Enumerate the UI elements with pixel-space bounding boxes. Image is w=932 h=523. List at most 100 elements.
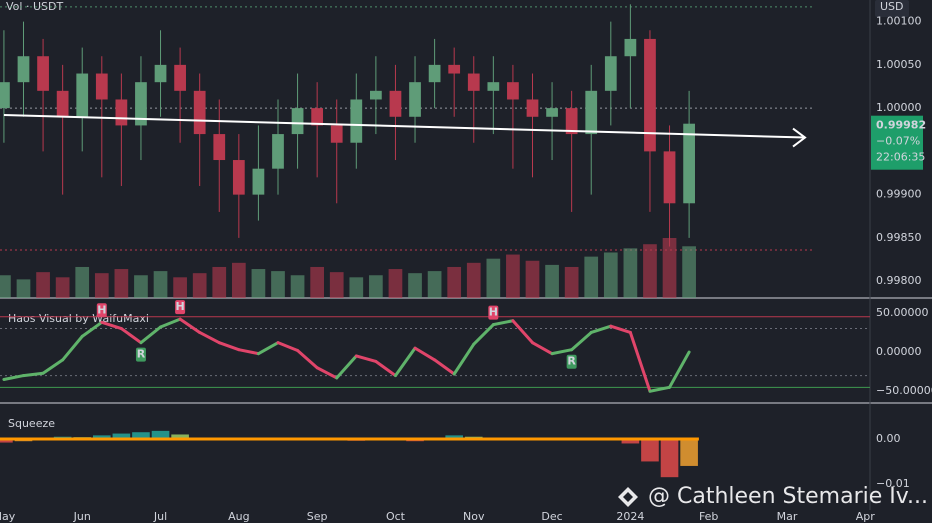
signal-badge — [488, 305, 499, 320]
x-tick-label: Aug — [228, 510, 249, 523]
oscillator-segment — [511, 319, 534, 345]
volume-bar — [427, 271, 442, 298]
oscillator-segment — [119, 327, 143, 345]
squeeze-bar — [660, 438, 679, 478]
watermark-icon — [618, 487, 638, 507]
volume-bar — [153, 271, 168, 298]
candle-body — [467, 73, 480, 91]
volume-bar — [643, 244, 657, 298]
oscillator-segment — [296, 349, 319, 370]
volume-bar — [310, 266, 324, 298]
squeeze-bar — [132, 432, 150, 439]
candle-body — [546, 108, 558, 117]
volume-bar — [16, 279, 31, 298]
oscillator-segment — [139, 325, 163, 345]
volume-bar — [271, 271, 285, 298]
volume-bar — [388, 269, 403, 298]
y-tick-label: 1.00000 — [876, 101, 922, 114]
x-tick-label: Dec — [541, 510, 562, 523]
x-tick-label: Mar — [777, 510, 798, 523]
volume-bar — [75, 266, 90, 298]
squeeze-title: Squeeze — [8, 417, 55, 430]
oscillator-segment — [374, 359, 397, 378]
oscillator-segment — [61, 334, 84, 362]
signal-label: H — [489, 306, 498, 319]
oscillator-title: Haos Visual by WaifuMaxi — [8, 312, 149, 325]
candle-body — [330, 125, 343, 143]
volume-bar — [329, 272, 344, 298]
signal-badge — [175, 300, 186, 315]
oscillator-segment — [276, 341, 300, 352]
oscillator-segment — [550, 348, 574, 356]
volume-bar — [290, 275, 305, 298]
squeeze-bar — [445, 435, 463, 439]
x-tick-label: Apr — [856, 510, 876, 523]
oscillator-segment — [315, 366, 339, 380]
oscillator-segment — [159, 317, 182, 329]
candle-body — [350, 99, 363, 143]
volume-bar — [408, 273, 422, 298]
candle-body — [507, 82, 519, 100]
candle-body — [389, 90, 402, 117]
candle-body — [0, 82, 10, 109]
y-tick-label: −0.01 — [876, 477, 910, 490]
y-tick-label: 1.00100 — [876, 15, 922, 28]
candle-body — [428, 64, 441, 83]
oscillator-segment — [668, 350, 691, 389]
last-price-box — [871, 115, 923, 170]
candle-body — [526, 99, 539, 117]
volume-bar — [55, 277, 70, 298]
trend-arrow — [792, 127, 807, 148]
candle-body — [252, 168, 265, 195]
squeeze-bar — [171, 434, 189, 439]
oscillator-segment — [570, 330, 593, 352]
candle-body — [232, 160, 245, 195]
oscillator-segment — [393, 346, 417, 378]
candle-body — [487, 82, 500, 91]
candle-body — [56, 90, 69, 117]
volume-bar — [506, 254, 520, 298]
oscillator-segment — [452, 342, 476, 376]
signal-badge — [96, 303, 107, 318]
squeeze-bar — [112, 433, 131, 439]
volume-bar — [682, 246, 696, 298]
candle-body — [193, 90, 206, 135]
candle-body — [272, 134, 284, 169]
volume-bar — [447, 266, 462, 298]
x-tick-label: Oct — [386, 510, 406, 523]
volume-bar — [466, 262, 481, 298]
signal-label: H — [175, 300, 184, 313]
volume-bar — [94, 273, 109, 298]
y-tick-label: 0.00 — [876, 432, 901, 445]
candle-body — [604, 56, 617, 91]
oscillator-segment — [589, 324, 613, 334]
y-tick-label: 0.99800 — [876, 274, 922, 287]
candle-body — [683, 123, 695, 204]
volume-bar — [251, 269, 266, 298]
oscillator-segment — [2, 374, 25, 381]
volume-bar — [662, 238, 677, 298]
oscillator-segment — [609, 324, 632, 334]
signal-label: H — [97, 303, 106, 316]
candle-body — [644, 38, 656, 152]
x-tick-label: Jul — [153, 510, 167, 523]
oscillator-segment — [648, 385, 672, 393]
volume-bar — [525, 260, 540, 298]
squeeze-bar — [680, 438, 698, 466]
x-tick-label: May — [0, 510, 16, 523]
x-tick-label: 2024 — [616, 510, 644, 523]
oscillator-segment — [433, 358, 456, 376]
oscillator-segment — [237, 348, 260, 356]
squeeze-bar — [641, 438, 659, 462]
countdown: 22:06:35 — [876, 151, 925, 164]
x-tick-label: Sep — [307, 510, 328, 523]
change: −0.07% — [876, 135, 920, 148]
y-tick-label: 50.00000 — [876, 306, 929, 319]
candle-body — [624, 38, 637, 57]
y-tick-label: 0.00000 — [876, 345, 922, 358]
candle-body — [585, 90, 598, 135]
volume-bar — [369, 275, 383, 298]
candle-body — [37, 56, 49, 91]
